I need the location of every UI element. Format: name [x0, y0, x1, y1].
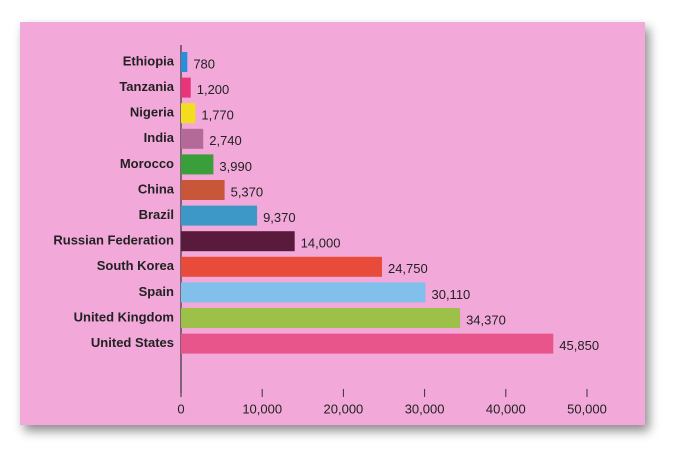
value-label: 45,850: [559, 338, 599, 353]
bar: [181, 333, 554, 354]
value-label: 1,200: [197, 82, 230, 97]
x-tick-label: 10,000: [242, 401, 282, 416]
value-label: 34,370: [466, 312, 506, 327]
bar: [181, 308, 461, 328]
bar: [181, 77, 191, 98]
category-label: Nigeria: [130, 105, 175, 120]
value-label: 780: [193, 56, 215, 71]
bar: [181, 52, 188, 72]
category-label: United States: [91, 335, 174, 350]
category-label: Morocco: [120, 156, 174, 171]
value-label: 2,740: [209, 133, 242, 148]
value-label: 3,990: [219, 159, 252, 174]
chart-panel: [20, 22, 645, 425]
x-tick-label: 40,000: [486, 401, 526, 416]
bar: [181, 282, 426, 303]
value-label: 9,370: [263, 210, 296, 225]
bar: [181, 256, 382, 277]
x-tick-label: 50,000: [567, 401, 607, 416]
x-tick-label: 0: [177, 401, 184, 416]
value-label: 24,750: [388, 261, 428, 276]
value-label: 30,110: [431, 287, 470, 302]
bar: [181, 180, 225, 200]
category-label: Brazil: [139, 207, 174, 222]
category-label: Russian Federation: [53, 233, 174, 248]
category-label: Tanzania: [119, 79, 174, 94]
bar: [181, 154, 214, 175]
category-label: South Korea: [97, 258, 175, 273]
bar: [181, 231, 295, 252]
category-label: Spain: [139, 284, 174, 299]
value-label: 14,000: [301, 236, 341, 251]
category-label: India: [144, 130, 175, 145]
x-tick-label: 30,000: [405, 401, 445, 416]
category-label: United Kingdom: [74, 309, 174, 324]
value-label: 5,370: [231, 184, 264, 199]
bar: [181, 205, 258, 226]
category-label: China: [138, 181, 175, 196]
bar: [181, 128, 204, 149]
value-label: 1,770: [201, 108, 234, 123]
bar: [181, 103, 196, 124]
category-label: Ethiopia: [123, 53, 175, 68]
x-tick-label: 20,000: [324, 401, 364, 416]
